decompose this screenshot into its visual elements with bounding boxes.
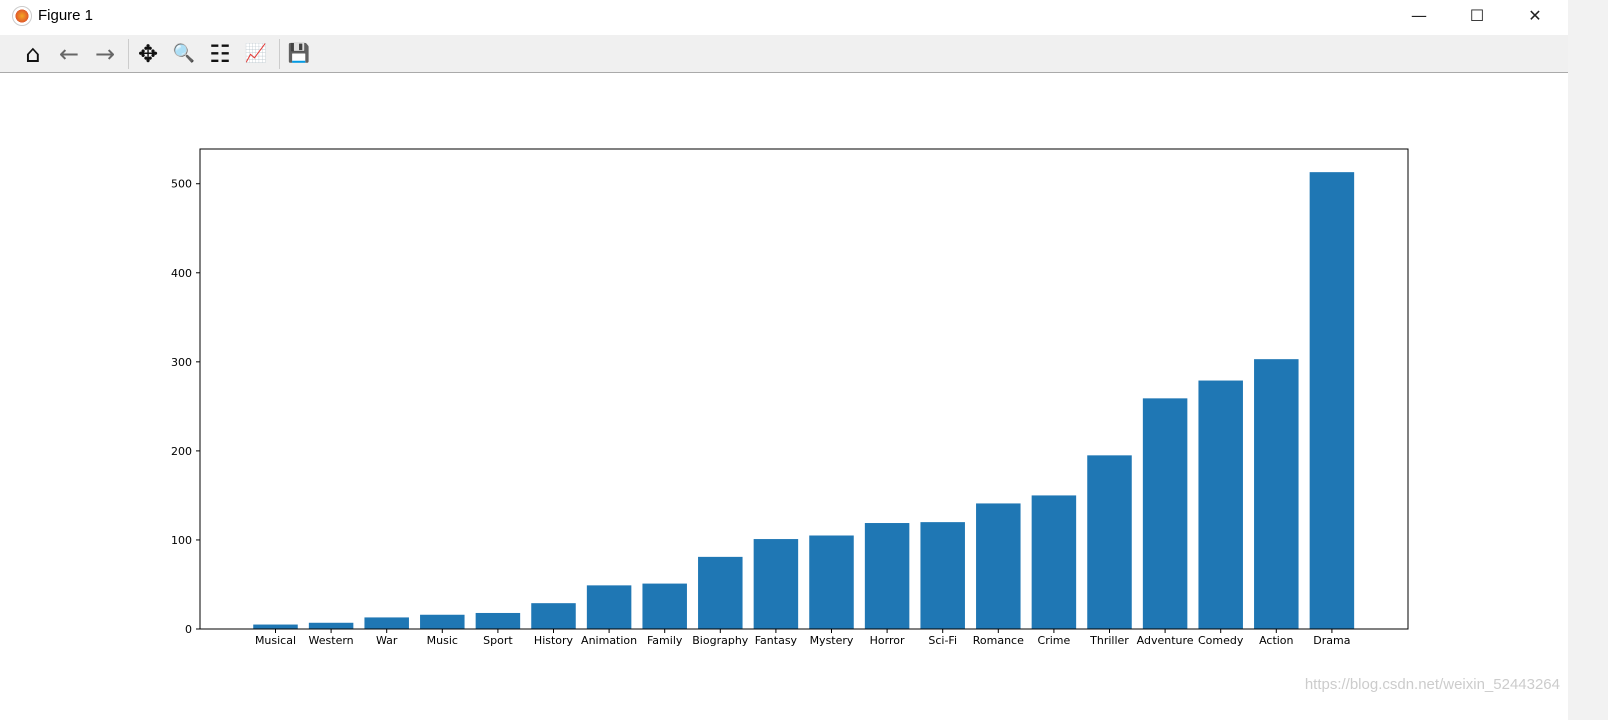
x-tick-label: Comedy (1198, 634, 1244, 647)
x-tick-label: War (376, 634, 398, 647)
y-tick-label: 300 (171, 356, 192, 369)
x-tick-label: Thriller (1089, 634, 1129, 647)
edit-axis-icon[interactable]: 📈 (244, 43, 268, 64)
background-window (1568, 0, 1608, 720)
y-tick-label: 400 (171, 267, 192, 280)
y-tick-label: 0 (185, 623, 192, 636)
x-tick-label: Horror (870, 634, 905, 647)
pan-icon[interactable]: ✥ (137, 40, 159, 68)
x-tick-label: Romance (973, 634, 1024, 647)
app-icon (12, 6, 32, 26)
x-tick-label: Fantasy (755, 634, 798, 647)
maximize-button[interactable]: ☐ (1469, 6, 1485, 25)
zoom-icon[interactable]: 🔍 (172, 43, 196, 64)
bar-western (308, 622, 354, 629)
toolbar: ⌂ ← → ✥ 🔍 ☷ 📈 💾 (0, 35, 1568, 73)
bar-family (642, 583, 687, 629)
x-tick-label: Western (309, 634, 354, 647)
home-icon[interactable]: ⌂ (25, 40, 41, 68)
x-tick-label: Action (1259, 634, 1293, 647)
x-tick-label: Mystery (810, 634, 854, 647)
watermark: https://blog.csdn.net/weixin_52443264 (1304, 676, 1560, 693)
x-tick-label: Adventure (1137, 634, 1194, 647)
x-tick-label: Drama (1313, 634, 1350, 647)
bar-history (531, 603, 576, 629)
bar-chart: Musical Western War Music Sport History Animat… (171, 148, 1409, 647)
x-tick-label: Sci-Fi (928, 634, 957, 647)
title-bar: Figure 1 — ☐ ✕ (0, 0, 1568, 34)
bar-mystery (809, 535, 854, 629)
y-tick-label: 500 (171, 178, 192, 191)
bar-crime (1031, 495, 1077, 629)
separator (128, 39, 129, 69)
minimize-button[interactable]: — (1411, 6, 1427, 25)
bar-adventure (1142, 398, 1188, 629)
x-tick-label: Crime (1038, 634, 1071, 647)
bar-horror (864, 523, 910, 629)
save-icon[interactable]: 💾 (287, 43, 311, 64)
y-tick-label: 100 (171, 534, 192, 547)
bar-biography (698, 556, 743, 629)
bar-fantasy (753, 539, 799, 629)
separator (279, 39, 280, 69)
x-tick-label: Animation (581, 634, 637, 647)
y-tick-label: 200 (171, 445, 192, 458)
bar-sport (475, 612, 521, 629)
bar-comedy (1198, 380, 1243, 629)
bar-musical (253, 624, 298, 629)
bar-animation (586, 585, 632, 629)
x-tick-label: Sport (483, 634, 513, 647)
x-tick-label: History (534, 634, 574, 647)
configure-subplots-icon[interactable]: ☷ (209, 40, 231, 68)
x-tick-label: Biography (692, 634, 749, 647)
x-tick-label: Musical (255, 634, 296, 647)
bar-music (420, 614, 465, 629)
back-icon[interactable]: ← (58, 40, 80, 68)
bar-thriller (1087, 455, 1132, 629)
x-tick-label: Family (647, 634, 683, 647)
bar-drama (1309, 172, 1355, 629)
window-title: Figure 1 (38, 7, 94, 24)
forward-icon[interactable]: → (94, 40, 116, 68)
close-button[interactable]: ✕ (1528, 6, 1542, 25)
x-tick-label: Music (427, 634, 458, 647)
bar-romance (976, 503, 1021, 629)
bar-action (1254, 359, 1299, 629)
bar-sci-fi (920, 522, 965, 629)
axes-frame (199, 148, 1409, 630)
bar-war (364, 617, 409, 629)
